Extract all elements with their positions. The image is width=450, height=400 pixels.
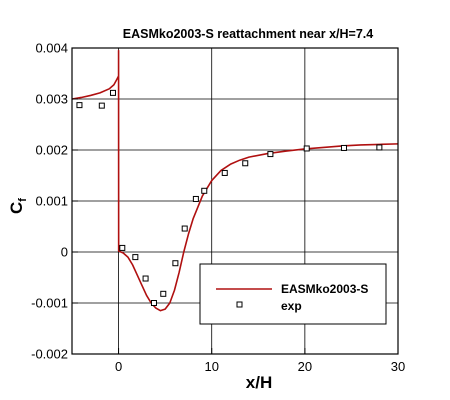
chart-title: EASMko2003-S reattachment near x/H=7.4 — [123, 27, 374, 41]
exp-point — [172, 260, 179, 267]
legend-marker-swatch — [236, 301, 243, 308]
legend-label-model: EASMko2003-S — [281, 282, 368, 296]
series-layer — [72, 49, 398, 312]
x-tick-label: 10 — [204, 359, 218, 374]
exp-point — [160, 290, 167, 297]
y-axis-label: Cf — [7, 198, 29, 214]
exp-point — [221, 169, 228, 176]
exp-point — [76, 102, 83, 109]
y-tick-label: 0.004 — [35, 41, 68, 56]
y-tick-label: 0.001 — [35, 194, 68, 209]
legend: EASMko2003-S exp — [199, 263, 387, 325]
exp-point — [119, 244, 126, 251]
y-tick-label: 0.003 — [35, 92, 68, 107]
exp-point — [98, 102, 105, 109]
y-tick-label: 0 — [61, 245, 68, 260]
tick-labels: 0 10 20 30 -0.002 -0.001 0 0.001 0.002 0.003 0.004 — [31, 41, 405, 375]
exp-point — [142, 275, 149, 282]
x-tick-label: 0 — [115, 359, 122, 374]
y-axis-label-sub: f — [17, 198, 29, 202]
x-axis-label: x/H — [246, 373, 272, 392]
series-line-model — [72, 49, 398, 312]
y-tick-label: -0.002 — [31, 347, 68, 362]
exp-point — [242, 160, 249, 167]
exp-point — [150, 300, 157, 306]
exp-point — [201, 187, 208, 194]
exp-point — [340, 144, 347, 151]
y-tick-label: -0.001 — [31, 296, 68, 311]
legend-label-exp: exp — [281, 299, 302, 313]
exp-point — [267, 151, 274, 158]
x-tick-label: 30 — [391, 359, 405, 374]
legend-box — [199, 263, 387, 325]
y-tick-label: 0.002 — [35, 143, 68, 158]
exp-point — [192, 195, 199, 202]
exp-point — [132, 254, 139, 261]
exp-point — [181, 225, 188, 232]
y-axis-label-main: C — [7, 202, 26, 214]
tick-marks — [72, 47, 399, 355]
x-tick-label: 20 — [298, 359, 312, 374]
exp-point — [303, 145, 310, 152]
exp-point — [376, 144, 383, 151]
exp-point — [109, 89, 116, 96]
